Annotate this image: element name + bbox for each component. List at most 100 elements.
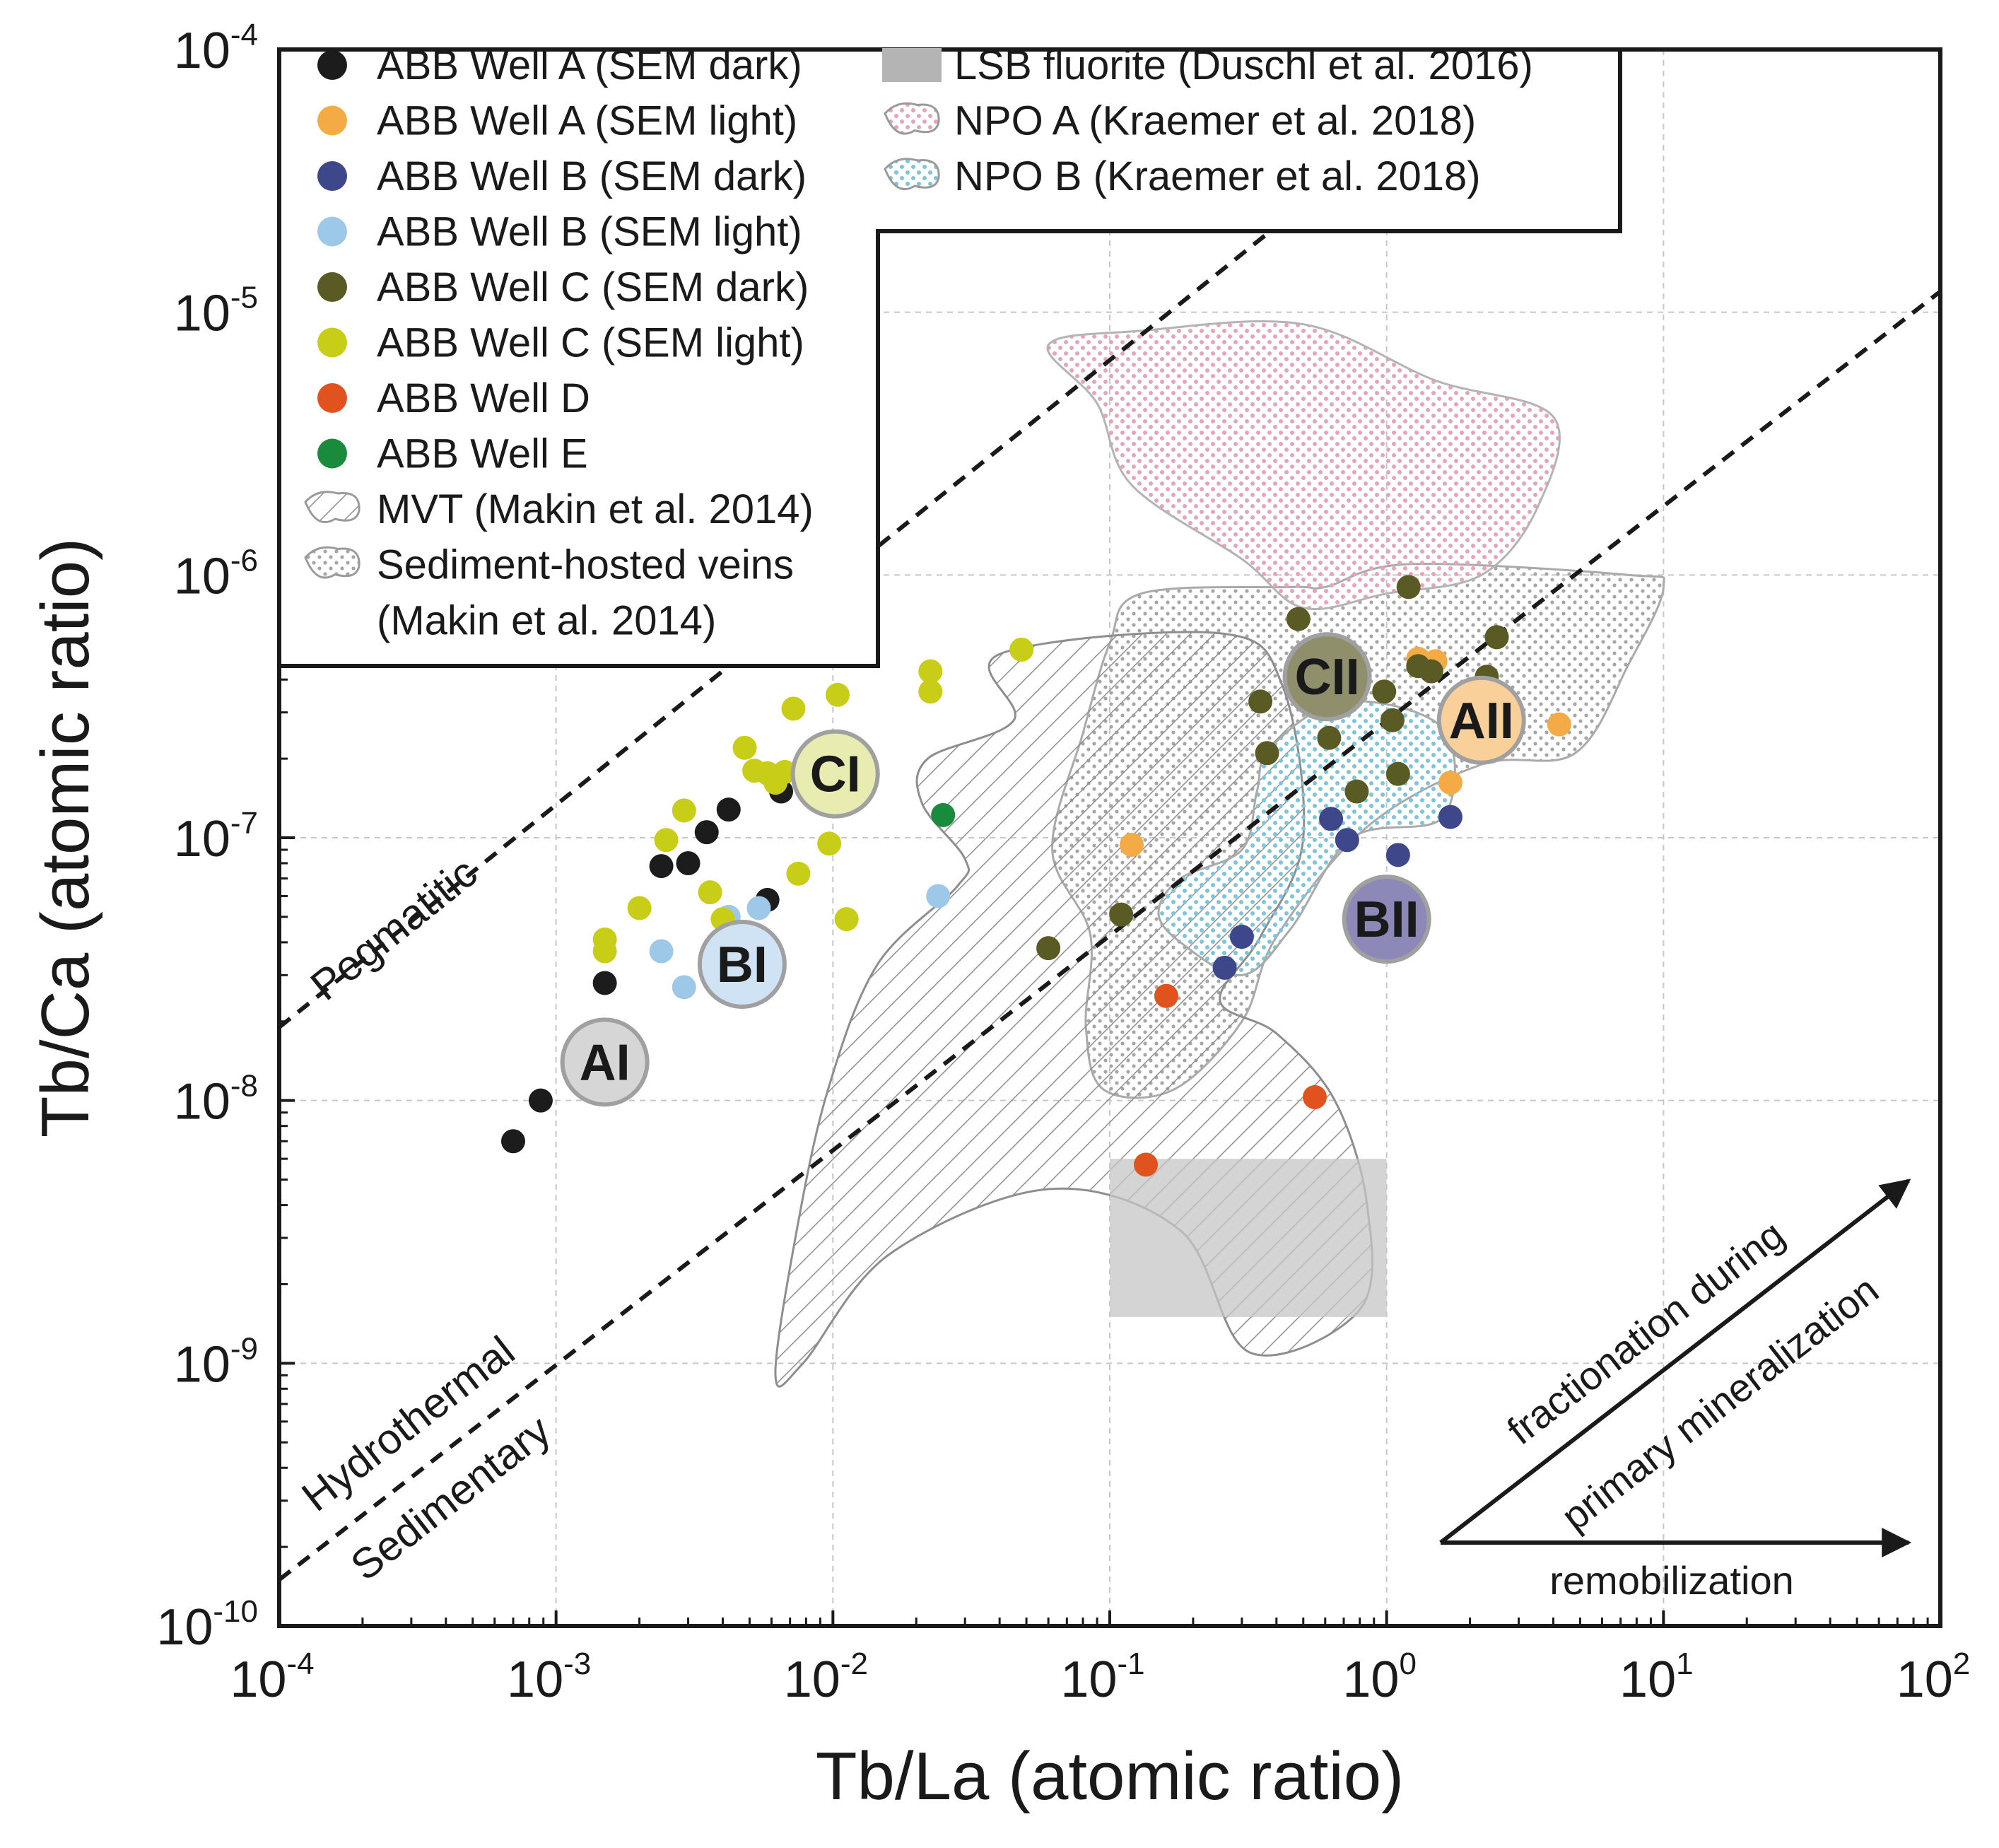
cluster-label: BII [1354, 891, 1419, 948]
data-point [654, 828, 679, 853]
legend-label: MVT (Makin et al. 2014) [377, 486, 814, 532]
cluster-circle [1342, 875, 1431, 964]
region-npo-a-kraemer-et-al-2018 [1046, 320, 1561, 611]
hydrothermal-sedimentary-boundary-line [278, 289, 1942, 1581]
legend-item-abb-well-e: ABB Well E [317, 431, 588, 477]
cluster-ci: CI [790, 729, 880, 819]
legend-label: NPO B (Kraemer et al. 2018) [954, 153, 1481, 199]
y-tick-label: 10-10 [156, 1594, 258, 1656]
cluster-circle [697, 919, 787, 1009]
legend-item-mvt-makin-et-al-2014: MVT (Makin et al. 2014) [304, 486, 814, 532]
legend-item-abb-well-b-sem-dark: ABB Well B (SEM dark) [317, 153, 807, 199]
data-point [1036, 936, 1061, 961]
legend-swatch-dot [317, 105, 347, 136]
x-tick-label: 100 [1342, 1647, 1417, 1708]
legend-label: ABB Well E [377, 431, 588, 477]
legend-item-abb-well-a-sem-light: ABB Well A (SEM light) [317, 98, 797, 144]
legend-swatch-dots-blue [884, 158, 940, 190]
legend-label: ABB Well D [377, 375, 590, 421]
legend-item-abb-well-c-sem-dark: ABB Well C (SEM dark) [317, 264, 809, 310]
data-point [1385, 843, 1410, 867]
data-point [649, 854, 674, 879]
data-point [528, 1088, 553, 1113]
legend-swatch-dot [317, 327, 347, 358]
data-point [773, 759, 797, 784]
legend-label: ABB Well C (SEM dark) [377, 264, 809, 310]
legend-swatch-dots-grey [304, 546, 360, 579]
cluster-bi: BI [697, 919, 787, 1009]
legend-item-abb-well-b-sem-light: ABB Well B (SEM light) [317, 209, 802, 255]
y-tick-label: 10-8 [174, 1069, 258, 1130]
x-tick-label: 10-4 [230, 1647, 314, 1708]
data-point [926, 884, 951, 908]
series-abb-well-a-sem-dark [500, 779, 794, 1154]
data-point [1385, 761, 1410, 786]
y-tick-label: 10-9 [174, 1331, 258, 1393]
legend-label: ABB Well A (SEM light) [377, 98, 797, 144]
data-point [1484, 625, 1509, 650]
data-point [918, 659, 943, 684]
data-point [1302, 1084, 1327, 1109]
legend-item-sediment-hosted-veins: Sediment-hosted veins (Makin et al. 2014) [304, 542, 794, 644]
data-point [1134, 1152, 1159, 1177]
arrow-label-remobilization: remobilization [1549, 1558, 1794, 1603]
data-point [1255, 741, 1279, 766]
data-regions [774, 320, 1665, 1388]
cluster-labels: AI BI CI CII AII BII [560, 632, 1526, 1107]
data-point [1109, 902, 1134, 927]
data-point [1335, 828, 1359, 853]
data-point [1344, 779, 1369, 804]
data-point [1154, 983, 1178, 1008]
legend-swatch-dots-pink [884, 102, 940, 135]
data-point [1248, 689, 1273, 714]
data-point [826, 682, 850, 707]
legend-swatch-dot [317, 383, 347, 413]
series-abb-well-b-sem-dark [1212, 805, 1462, 980]
data-point [1438, 805, 1462, 829]
legend-swatch-dot [317, 438, 347, 469]
data-point [672, 975, 696, 1000]
data-point [781, 696, 806, 721]
y-tick-label: 10-4 [174, 18, 258, 79]
arrow-label-fractionation: fractionation during [1499, 1212, 1792, 1453]
x-axis-title: Tb/La (atomic ratio) [816, 1738, 1404, 1814]
fractionation-arrow [1439, 1179, 1911, 1545]
data-point [1317, 725, 1342, 750]
legend-label-line2: (Makin et al. 2014) [377, 598, 716, 644]
legend-item-abb-well-d: ABB Well D [317, 375, 590, 421]
x-tick-label: 101 [1619, 1647, 1694, 1708]
data-point [716, 797, 741, 822]
data-point [1286, 607, 1311, 631]
y-axis-title: Tb/Ca (atomic ratio) [28, 538, 103, 1138]
legend-label: LSB fluorite (Duschl et al. 2016) [954, 42, 1533, 88]
y-tick-label: 10-5 [174, 281, 258, 342]
data-point [786, 861, 811, 886]
cluster-circle [790, 729, 880, 819]
region-npo-b-kraemer-et-al-2018 [1157, 700, 1456, 976]
cluster-aii: AII [1436, 675, 1526, 765]
data-point [1229, 925, 1254, 949]
data-point [1120, 832, 1144, 857]
data-point [1319, 807, 1344, 831]
legend-item-abb-well-c-sem-light: ABB Well C (SEM light) [317, 320, 804, 366]
x-tick-label: 10-2 [784, 1647, 868, 1708]
data-point [1380, 708, 1405, 732]
legend-label: ABB Well C (SEM light) [377, 320, 804, 366]
x-tick-label: 10-1 [1060, 1647, 1144, 1708]
legend-label: ABB Well A (SEM dark) [377, 42, 802, 88]
data-point [1009, 637, 1034, 662]
cluster-cii: CII [1282, 632, 1372, 722]
cluster-label: CI [810, 747, 861, 803]
data-point [500, 1129, 525, 1154]
series-abb-well-d [1134, 983, 1327, 1177]
y-tick-label: 10-6 [174, 543, 258, 604]
cluster-circle [1282, 632, 1372, 722]
data-point [931, 802, 956, 827]
cluster-label: CII [1295, 649, 1360, 706]
legend-swatch-dot [317, 50, 347, 80]
data-point [649, 939, 674, 964]
data-point [1372, 679, 1397, 704]
cluster-ai: AI [560, 1017, 650, 1107]
